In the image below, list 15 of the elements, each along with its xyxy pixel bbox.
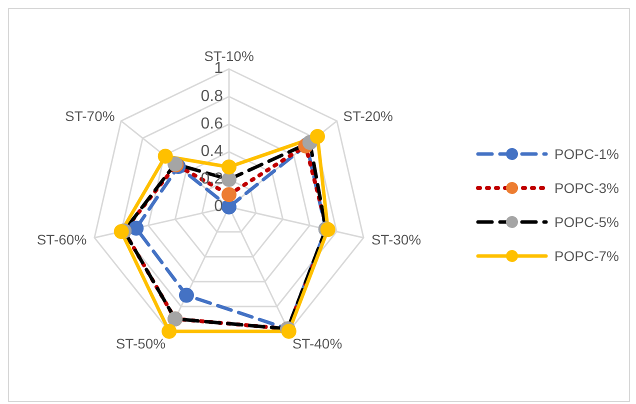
legend-label: POPC-1% xyxy=(554,146,619,162)
legend-label: POPC-7% xyxy=(554,248,619,264)
y-tick-label: 0 xyxy=(214,198,224,216)
legend-label: POPC-3% xyxy=(554,180,619,196)
spoke-label: ST-20% xyxy=(343,108,393,124)
legend-label: POPC-5% xyxy=(554,214,619,230)
y-tick-label: 0.6 xyxy=(200,115,224,132)
spoke-label: ST-30% xyxy=(371,231,422,248)
y-tick-label: 1 xyxy=(214,60,224,78)
spoke-label: ST-60% xyxy=(36,231,87,248)
spoke-label: ST-40% xyxy=(292,335,342,352)
y-tick-label: 0.8 xyxy=(200,88,224,105)
spoke-label: ST-70% xyxy=(65,108,115,124)
spoke-label: ST-50% xyxy=(116,335,166,352)
y-tick-label: 0.4 xyxy=(200,143,224,160)
